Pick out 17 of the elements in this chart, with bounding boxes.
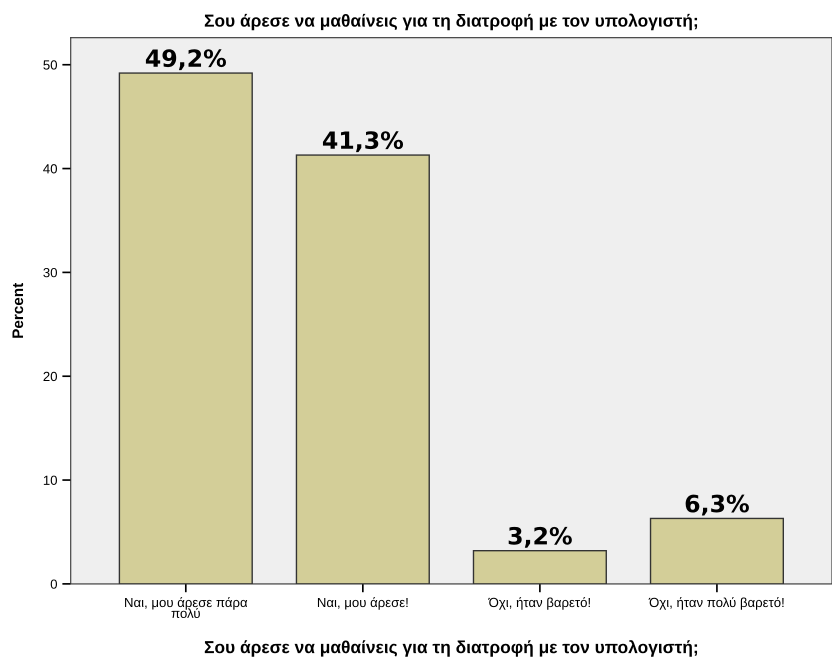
- data-label: 41,3%: [322, 131, 404, 152]
- x-tick-label: Ναι, μου άρεσε πάρα πολύ: [125, 597, 248, 618]
- y-tick-label: 30: [43, 268, 58, 278]
- y-tick-label: 50: [43, 60, 58, 70]
- y-tick-label: 40: [43, 164, 58, 174]
- x-tick-label: Ναι, μου άρεσε!: [318, 597, 408, 610]
- x-tick-label: Όχι, ήταν βαρετό!: [488, 597, 590, 610]
- y-axis-title: Percent: [12, 282, 24, 338]
- data-label: 49,2%: [146, 49, 226, 70]
- chart-title: Σου άρεσε να μαθαίνεις για τη διατροφή με τον υπολογιστή;: [204, 14, 698, 30]
- y-tick-label: 20: [44, 372, 58, 382]
- x-tick-label: Όχι, ήταν πολύ βαρετό!: [648, 597, 784, 610]
- x-axis-title: Σου άρεσε να μαθαίνεις για τη διατροφή με τον υπολογιστή;: [204, 640, 698, 657]
- data-label: 6,3%: [686, 494, 749, 516]
- y-tick-label: 0: [50, 579, 58, 589]
- y-tick-label: 10: [44, 476, 58, 485]
- data-label: 3,2%: [508, 526, 572, 548]
